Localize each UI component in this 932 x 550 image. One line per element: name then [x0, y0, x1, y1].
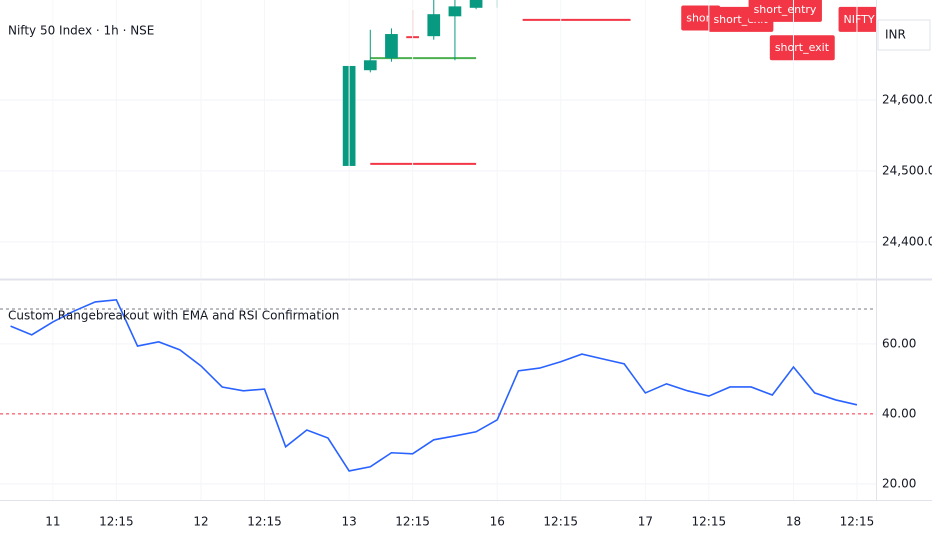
signal-text: short [686, 11, 715, 24]
y-tick-label: 24,400.00 [882, 234, 932, 248]
x-tick-label: 12:15 [543, 515, 578, 529]
signal-label: short_entry [748, 0, 822, 22]
candle-body [385, 34, 398, 59]
main-pane: shortshort_exitshort_entryshort_exitNIFT… [0, 0, 876, 278]
indicator-pane [0, 282, 876, 500]
x-tick-label: 12:15 [99, 515, 134, 529]
chart-title: Nifty 50 Index · 1h · NSE [8, 24, 154, 38]
signal-label: NIFTY [838, 6, 876, 32]
x-tick-label: 13 [341, 515, 356, 529]
axes: 24,400.00 24,500.00 24,600.00 20.00 40.00 60.… [45, 92, 932, 528]
indicator-title: Custom Rangebreakout with EMA and RSI Co… [8, 309, 339, 323]
y-tick-label: 40.00 [882, 406, 916, 420]
candle-body [469, 0, 483, 8]
y-tick-label: 24,600.00 [882, 92, 932, 106]
currency-box [877, 19, 931, 51]
x-tick-label: 18 [786, 515, 801, 529]
y-tick-label: 60.00 [882, 336, 916, 350]
signal-text: short_entry [754, 3, 817, 16]
y-tick-label: 24,500.00 [882, 163, 932, 177]
currency-label: INR [885, 28, 906, 42]
signal-text: NIFTY [844, 13, 875, 26]
x-tick-label: 12:15 [247, 515, 282, 529]
candle-body [363, 60, 377, 71]
x-tick-label: 16 [490, 515, 505, 529]
candle-body [427, 14, 441, 37]
signal-text: short_exit [775, 41, 830, 54]
signal-label: short_exit [769, 35, 835, 61]
x-tick-label: 11 [45, 515, 60, 529]
x-tick-label: 12:15 [840, 515, 875, 529]
x-tick-label: 17 [638, 515, 653, 529]
candle-body [448, 6, 462, 17]
signal-box [769, 35, 835, 61]
y-tick-label: 20.00 [882, 476, 916, 490]
x-tick-label: 12 [193, 515, 208, 529]
signal-box [748, 0, 822, 22]
x-tick-label: 12:15 [395, 515, 430, 529]
x-tick-label: 12:15 [692, 515, 727, 529]
rsi-line [10, 298, 858, 472]
